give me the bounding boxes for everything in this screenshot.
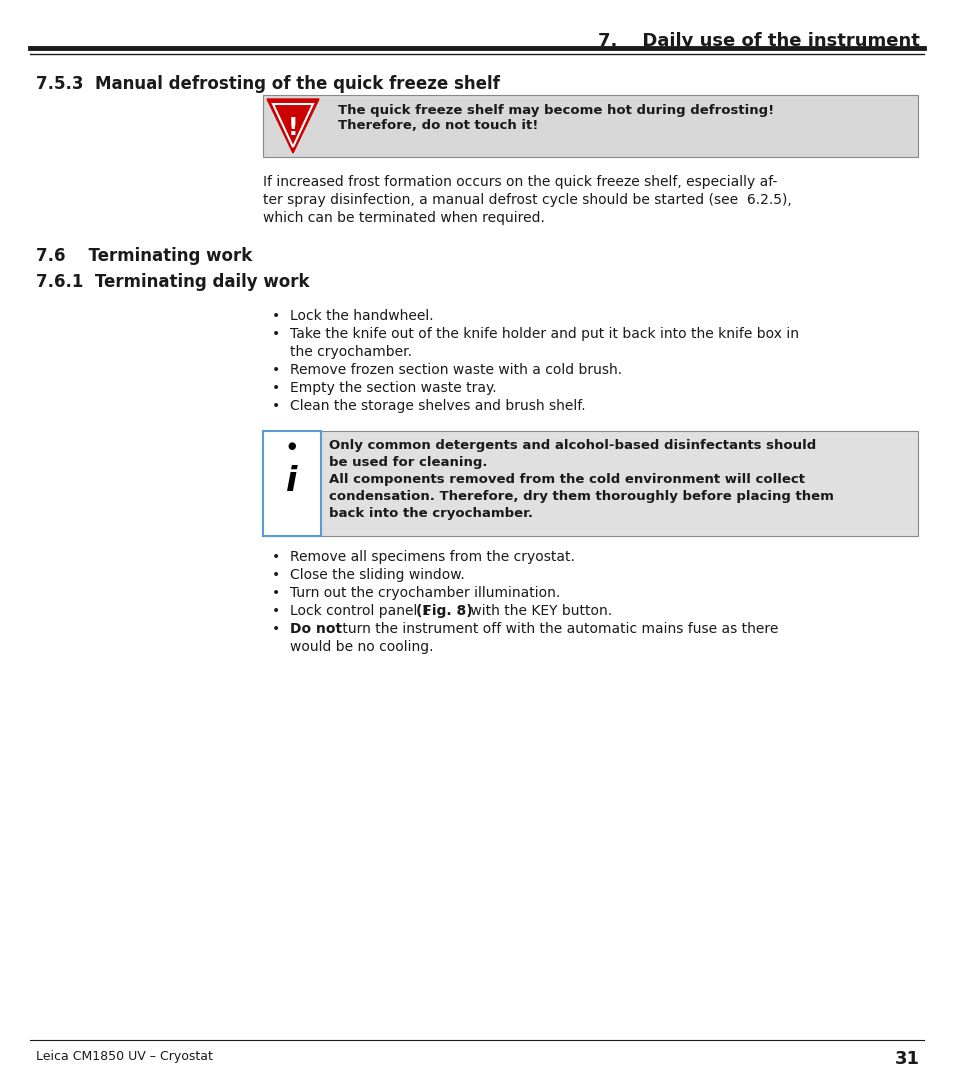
Text: Therefore, do not touch it!: Therefore, do not touch it! bbox=[337, 119, 537, 132]
Text: Clean the storage shelves and brush shelf.: Clean the storage shelves and brush shel… bbox=[290, 399, 585, 413]
Polygon shape bbox=[267, 99, 318, 153]
Text: be used for cleaning.: be used for cleaning. bbox=[329, 456, 487, 469]
Text: All components removed from the cold environment will collect: All components removed from the cold env… bbox=[329, 473, 804, 486]
Text: condensation. Therefore, dry them thoroughly before placing them: condensation. Therefore, dry them thorou… bbox=[329, 490, 833, 503]
Text: •: • bbox=[272, 550, 280, 564]
Text: Lock the handwheel.: Lock the handwheel. bbox=[290, 309, 434, 323]
Text: i: i bbox=[286, 465, 297, 498]
Text: Leica CM1850 UV – Cryostat: Leica CM1850 UV – Cryostat bbox=[36, 1050, 213, 1063]
Text: •: • bbox=[272, 586, 280, 600]
Text: 7.5.3  Manual defrosting of the quick freeze shelf: 7.5.3 Manual defrosting of the quick fre… bbox=[36, 75, 499, 93]
Text: 7.6    Terminating work: 7.6 Terminating work bbox=[36, 247, 252, 265]
Text: Lock control panel 1: Lock control panel 1 bbox=[290, 604, 435, 618]
Text: Empty the section waste tray.: Empty the section waste tray. bbox=[290, 381, 497, 395]
Text: •: • bbox=[272, 604, 280, 618]
Text: (Fig. 8): (Fig. 8) bbox=[416, 604, 472, 618]
Text: •: • bbox=[272, 399, 280, 413]
Text: turn the instrument off with the automatic mains fuse as there: turn the instrument off with the automat… bbox=[337, 622, 778, 636]
Polygon shape bbox=[273, 104, 313, 147]
Text: Close the sliding window.: Close the sliding window. bbox=[290, 568, 464, 582]
Text: !: ! bbox=[288, 116, 298, 140]
Text: •: • bbox=[272, 568, 280, 582]
Text: •: • bbox=[272, 381, 280, 395]
Text: Remove all specimens from the cryostat.: Remove all specimens from the cryostat. bbox=[290, 550, 575, 564]
Text: would be no cooling.: would be no cooling. bbox=[290, 640, 433, 654]
Text: Turn out the cryochamber illumination.: Turn out the cryochamber illumination. bbox=[290, 586, 559, 600]
FancyBboxPatch shape bbox=[263, 95, 917, 157]
Text: ter spray disinfection, a manual defrost cycle should be started (see  6.2.5),: ter spray disinfection, a manual defrost… bbox=[263, 193, 791, 207]
Text: Do not: Do not bbox=[290, 622, 342, 636]
Text: Only common detergents and alcohol-based disinfectants should: Only common detergents and alcohol-based… bbox=[329, 438, 816, 453]
Text: •: • bbox=[272, 309, 280, 323]
Text: •: • bbox=[272, 327, 280, 341]
Text: back into the cryochamber.: back into the cryochamber. bbox=[329, 507, 533, 519]
FancyBboxPatch shape bbox=[263, 431, 917, 536]
Text: with the KEY button.: with the KEY button. bbox=[465, 604, 611, 618]
Text: 31: 31 bbox=[894, 1050, 919, 1068]
FancyBboxPatch shape bbox=[263, 431, 320, 536]
Text: 7.    Daily use of the instrument: 7. Daily use of the instrument bbox=[598, 32, 919, 50]
Text: Take the knife out of the knife holder and put it back into the knife box in: Take the knife out of the knife holder a… bbox=[290, 327, 799, 341]
Text: If increased frost formation occurs on the quick freeze shelf, especially af-: If increased frost formation occurs on t… bbox=[263, 175, 777, 189]
Text: The quick freeze shelf may become hot during defrosting!: The quick freeze shelf may become hot du… bbox=[337, 104, 774, 117]
Text: which can be terminated when required.: which can be terminated when required. bbox=[263, 211, 544, 225]
Text: ●: ● bbox=[288, 441, 296, 451]
Text: the cryochamber.: the cryochamber. bbox=[290, 345, 412, 359]
Text: Remove frozen section waste with a cold brush.: Remove frozen section waste with a cold … bbox=[290, 363, 621, 377]
Text: •: • bbox=[272, 363, 280, 377]
Text: 7.6.1  Terminating daily work: 7.6.1 Terminating daily work bbox=[36, 273, 309, 291]
Text: •: • bbox=[272, 622, 280, 636]
